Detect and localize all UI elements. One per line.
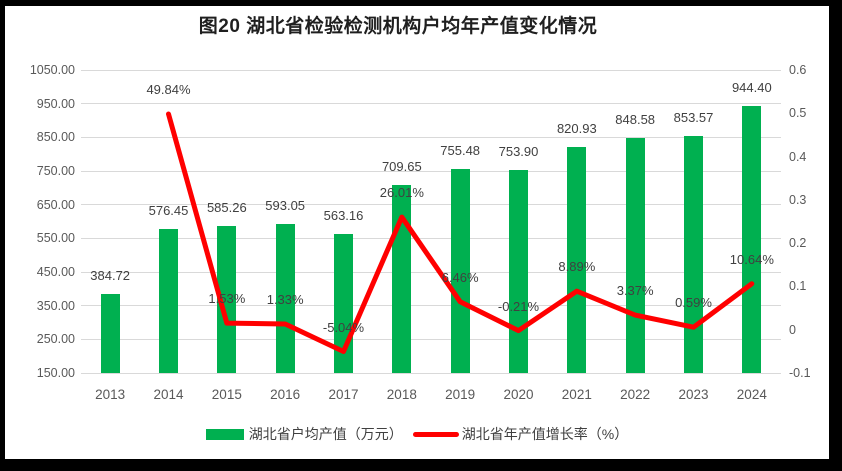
gridline (81, 338, 781, 340)
bar-value-label-2023: 853.57 (673, 110, 714, 126)
right-axis-tick-label: 0.6 (789, 63, 807, 77)
gridline (81, 204, 781, 206)
bar-value-label-2021: 820.93 (556, 121, 597, 137)
x-axis-label-2021: 2021 (561, 387, 592, 402)
gridline (81, 305, 781, 307)
left-axis-tick-label: 450.00 (36, 265, 75, 279)
line-series-swatch (412, 431, 459, 437)
frame-border-right (829, 0, 842, 471)
growth-label-2020: -0.21% (497, 298, 540, 314)
bar-2020 (509, 169, 528, 373)
bar-value-label-2013: 384.72 (90, 267, 131, 283)
bar-2023 (684, 136, 703, 373)
growth-label-2017: -5.04% (322, 319, 365, 335)
bar-value-label-2015: 585.26 (206, 200, 247, 216)
growth-label-2019: 6.46% (441, 269, 479, 285)
growth-rate-polyline (166, 111, 755, 354)
left-axis-tick-label: 850.00 (36, 130, 75, 145)
x-axis-label-2024: 2024 (736, 387, 767, 402)
x-axis-label-2023: 2023 (678, 387, 709, 402)
left-axis-tick-label: 650.00 (36, 197, 75, 212)
gridline (81, 237, 781, 239)
growth-label-2016: 1.33% (266, 291, 304, 307)
bar-value-label-2019: 755.48 (440, 143, 481, 159)
gridline (81, 271, 781, 273)
frame-border-left (0, 0, 5, 471)
left-axis-tick-label: 250.00 (36, 332, 75, 347)
bar-series-swatch (205, 428, 244, 440)
x-axis-label-2017: 2017 (328, 387, 359, 402)
bar-value-label-2022: 848.58 (615, 111, 656, 127)
x-axis-label-2019: 2019 (445, 387, 476, 402)
growth-label-2022: 3.37% (616, 283, 654, 299)
right-axis-tick-label: 0.5 (789, 106, 807, 121)
growth-label-2018: 26.01% (379, 185, 424, 201)
x-axis-label-2018: 2018 (386, 387, 417, 402)
bar-value-label-2017: 563.16 (323, 207, 364, 223)
bar-2016 (275, 223, 295, 373)
bar-2015 (217, 226, 237, 373)
frame-border-bottom (0, 459, 842, 471)
growth-rate-line (166, 111, 755, 354)
x-axis-label-2013: 2013 (95, 387, 126, 402)
frame-border-top (0, 0, 842, 6)
right-axis-tick-label: 0.3 (789, 192, 807, 207)
legend-item-line-series: 湖北省年产值增长率（%） (412, 424, 629, 444)
gridline (81, 372, 781, 374)
left-axis-tick-label: 1050.00 (29, 63, 75, 77)
bar-value-label-2016: 593.05 (265, 197, 306, 213)
gridline (81, 170, 781, 172)
bar-2013 (100, 293, 120, 373)
bar-2014 (159, 229, 178, 373)
bar-value-label-2018: 709.65 (381, 158, 422, 174)
gridline (81, 136, 781, 138)
bar-value-label-2014: 576.45 (148, 203, 189, 219)
legend-item-bar-series: 湖北省户均产值（万元） (205, 424, 403, 444)
growth-label-2015: 1.53% (208, 291, 246, 307)
growth-label-2014: 49.84% (146, 81, 191, 97)
bar-2024 (742, 105, 762, 373)
chart-title: 图20 湖北省检验检测机构户均年产值变化情况 (198, 16, 598, 37)
left-axis-tick-label: 750.00 (36, 164, 75, 178)
right-axis-tick-label: 0.4 (789, 149, 807, 164)
gridline (81, 103, 781, 105)
growth-label-2024: 10.64% (729, 251, 774, 267)
left-axis-tick-label: 150.00 (36, 366, 75, 380)
growth-label-2023: 0.59% (675, 295, 712, 311)
right-axis-tick-label: 0.1 (789, 279, 807, 294)
right-axis-tick-label: 0.2 (789, 236, 807, 251)
chart-legend: 湖北省户均产值（万元） 湖北省年产值增长率（%） (5, 424, 829, 444)
x-axis-label-2016: 2016 (270, 387, 301, 402)
bar-2019 (450, 169, 470, 373)
gridline (81, 69, 781, 71)
bar-value-label-2020: 753.90 (498, 143, 539, 159)
x-axis-label-2020: 2020 (503, 387, 534, 402)
left-axis-tick-label: 550.00 (36, 231, 75, 246)
left-axis-tick-label: 350.00 (36, 298, 75, 313)
x-axis-label-2015: 2015 (211, 387, 242, 402)
line-series-label: 湖北省年产值增长率（%） (461, 426, 629, 442)
right-axis-tick-label: 0 (789, 322, 796, 337)
right-axis-tick-label: -0.1 (789, 366, 811, 380)
bar-series-label: 湖北省户均产值（万元） (248, 426, 403, 442)
x-axis-label-2022: 2022 (620, 387, 651, 402)
left-axis-tick-label: 950.00 (36, 96, 75, 111)
growth-label-2021: 8.89% (558, 259, 596, 275)
x-axis-label-2014: 2014 (153, 387, 184, 402)
bar-2021 (567, 147, 587, 373)
bar-value-label-2024: 944.40 (731, 79, 772, 95)
